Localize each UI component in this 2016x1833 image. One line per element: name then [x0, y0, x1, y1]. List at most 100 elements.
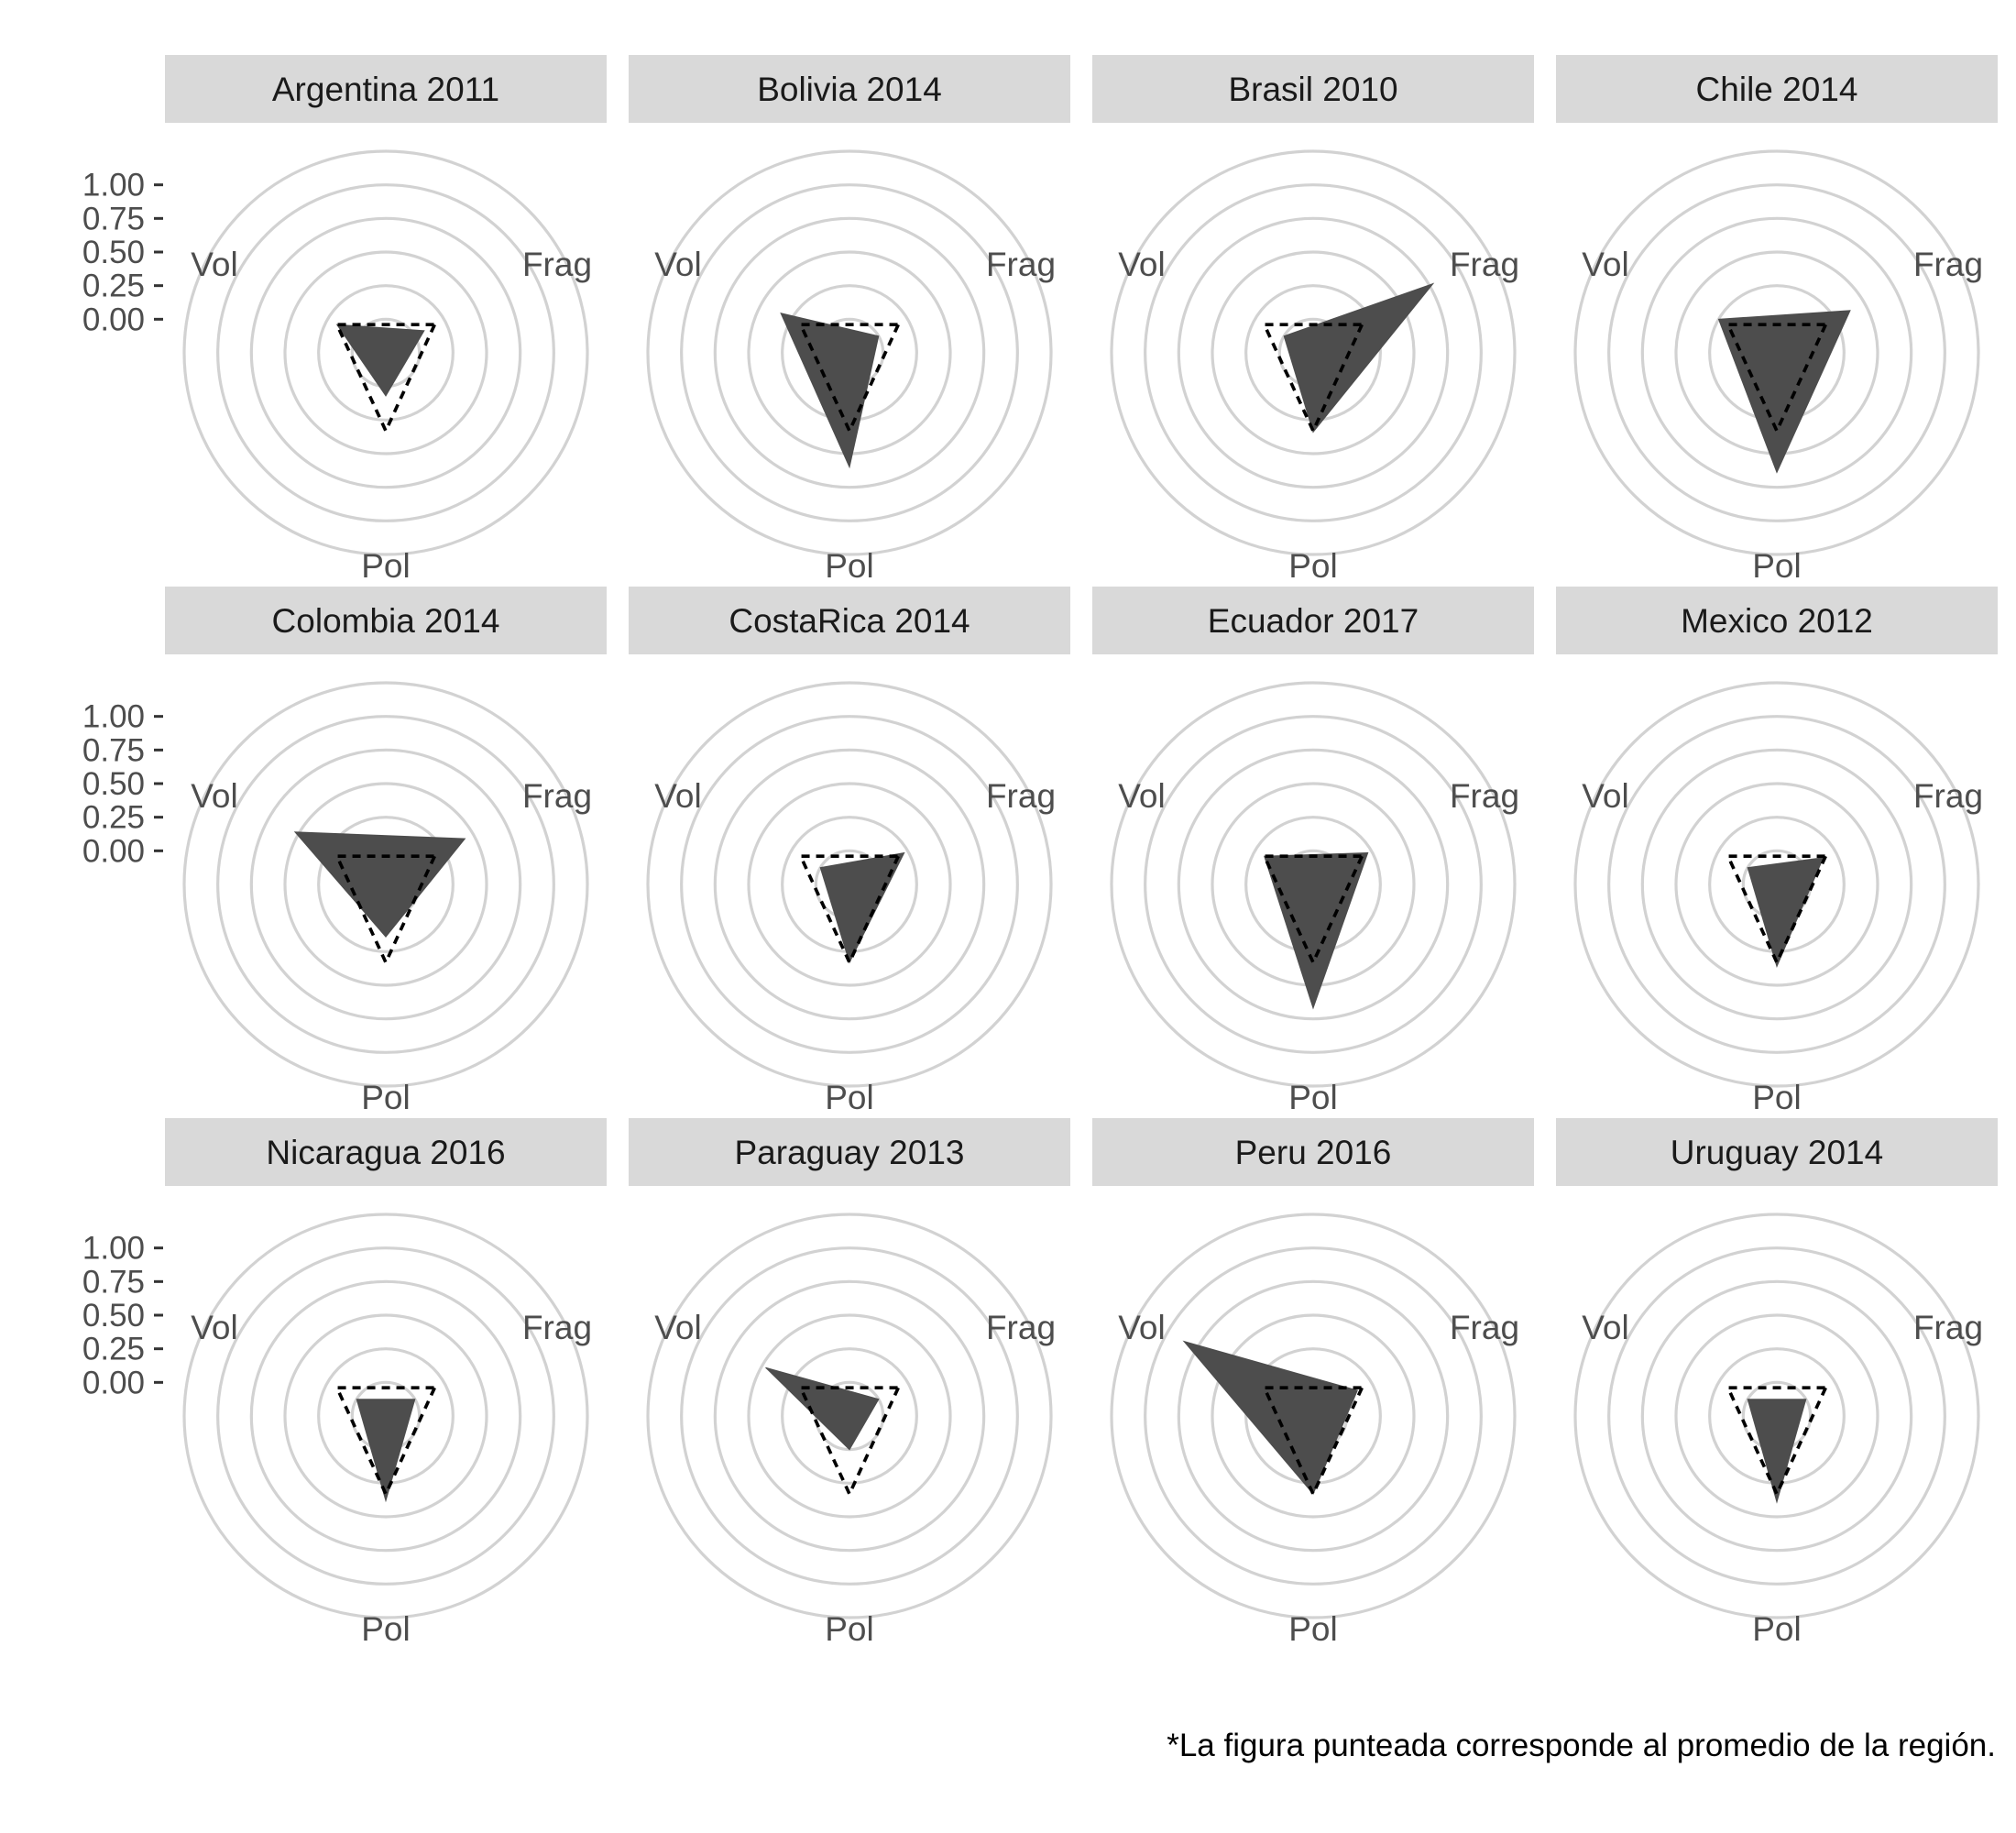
y-tick-label: 1.00 [82, 699, 145, 735]
axis-label-pol: Pol [1752, 1079, 1801, 1116]
axis-label-pol: Pol [361, 1610, 410, 1648]
axis-label-vol: Vol [1582, 246, 1628, 283]
axis-label-pol: Pol [825, 1079, 873, 1116]
panel-title: Colombia 2014 [272, 602, 500, 640]
data-polygon [1283, 282, 1435, 434]
axis-label-frag: Frag [986, 777, 1056, 815]
data-polygon [335, 324, 425, 397]
grid-circle [1640, 748, 1913, 1021]
grid-circle [317, 816, 455, 953]
grid-circle [1177, 216, 1450, 489]
grid-circle [747, 782, 952, 987]
panel-title: Chile 2014 [1696, 71, 1858, 108]
axis-label-vol: Vol [654, 246, 701, 283]
grid-circle [1211, 250, 1416, 456]
average-polygon [797, 1386, 902, 1498]
panel-peru-2016: Peru 2016 Frag Pol Vol [1092, 1118, 1534, 1648]
y-tick-label: 0.25 [82, 269, 145, 304]
grid-circle [283, 782, 488, 987]
average-polygon [1261, 1386, 1365, 1498]
panel-title: Nicaragua 2016 [266, 1134, 505, 1171]
axis-label-pol: Pol [361, 1079, 410, 1116]
panel-title: Brasil 2010 [1228, 71, 1397, 108]
axis-label-vol: Vol [191, 777, 237, 815]
panel-paraguay-2013: Paraguay 2013 Frag Pol Vol [629, 1118, 1070, 1648]
axis-label-pol: Pol [1288, 1079, 1337, 1116]
y-tick-label: 0.50 [82, 766, 145, 802]
grid-circle [182, 149, 589, 556]
y-tick-label: 0.00 [82, 833, 145, 869]
panel-colombia-2014: Colombia 2014 Frag Pol Vol 1.000.750.500.250… [82, 587, 607, 1116]
grid-circle [1177, 748, 1450, 1021]
grid-circle [1144, 183, 1483, 522]
axis-label-pol: Pol [361, 547, 410, 585]
y-tick-label: 1.00 [82, 1231, 145, 1267]
grid-circle [1110, 681, 1517, 1088]
y-tick-label: 0.25 [82, 800, 145, 836]
y-tick-label: 0.75 [82, 1264, 145, 1300]
axis-label-pol: Pol [1752, 547, 1801, 585]
panel-strip [1092, 55, 1534, 123]
grid-circle [646, 149, 1053, 556]
panel-ecuador-2017: Ecuador 2017 Frag Pol Vol [1092, 587, 1534, 1116]
axis-label-vol: Vol [654, 1309, 701, 1346]
data-polygon [1717, 310, 1851, 474]
grid-circle [182, 1213, 589, 1619]
grid-circle [1674, 1313, 1879, 1519]
average-polygon [1261, 323, 1365, 435]
data-polygon [1747, 1399, 1807, 1504]
axis-label-vol: Vol [1118, 777, 1165, 815]
panel-bolivia-2014: Bolivia 2014 Frag Pol Vol [629, 55, 1070, 585]
panel-strip [1092, 587, 1534, 654]
grid-circle [182, 681, 589, 1088]
axis-label-frag: Frag [986, 246, 1056, 283]
axis-label-frag: Frag [1450, 777, 1519, 815]
axis-label-frag: Frag [522, 246, 592, 283]
y-tick-label: 0.75 [82, 732, 145, 768]
axis-label-vol: Vol [191, 1309, 237, 1346]
grid-circle [216, 1246, 555, 1586]
y-tick-label: 0.50 [82, 1298, 145, 1334]
axis-label-frag: Frag [1913, 246, 1983, 283]
panel-title: Paraguay 2013 [735, 1134, 965, 1171]
grid-circle [1211, 1313, 1416, 1519]
data-polygon [293, 831, 466, 938]
grid-circle [781, 1347, 918, 1485]
panel-title: Argentina 2011 [272, 71, 499, 108]
facet-panels: Argentina 2011FragPolVol1.000.750.500.25… [82, 55, 1998, 1648]
axis-label-pol: Pol [1288, 1610, 1337, 1648]
grid-circle [646, 681, 1053, 1088]
axis-label-pol: Pol [1288, 547, 1337, 585]
panel-strip [629, 1118, 1070, 1186]
grid-circle [713, 748, 986, 1021]
grid-circle [1144, 1246, 1483, 1586]
grid-circle [680, 715, 1019, 1054]
y-tick-label: 0.75 [82, 201, 145, 236]
axis-label-vol: Vol [1582, 1309, 1628, 1346]
grid-circle [1640, 216, 1913, 489]
average-polygon [1725, 323, 1829, 435]
average-polygon [334, 1386, 438, 1498]
data-polygon [819, 851, 905, 964]
panel-nicaragua-2016: Nicaragua 2016 Frag Pol Vol 1.000.750.500.25… [82, 1118, 607, 1648]
grid-circle [1573, 149, 1980, 556]
data-polygon [765, 1367, 880, 1451]
panel-strip [629, 55, 1070, 123]
y-tick-label: 1.00 [82, 168, 145, 203]
grid-circle [317, 284, 455, 422]
axis-label-vol: Vol [1118, 246, 1165, 283]
grid-circle [249, 1279, 522, 1553]
data-polygon [1264, 851, 1369, 1010]
panel-strip [1556, 587, 1998, 654]
grid-circle [646, 1213, 1053, 1619]
panel-strip [165, 587, 607, 654]
axis-label-frag: Frag [522, 1309, 592, 1346]
grid-circle [713, 1279, 986, 1553]
grid-circle [216, 715, 555, 1054]
grid-circle [747, 1313, 952, 1519]
axis-label-frag: Frag [522, 777, 592, 815]
y-tick-label: 0.00 [82, 302, 145, 337]
grid-circle [249, 748, 522, 1021]
grid-circle [1607, 183, 1946, 522]
grid-circle [1573, 1213, 1980, 1619]
